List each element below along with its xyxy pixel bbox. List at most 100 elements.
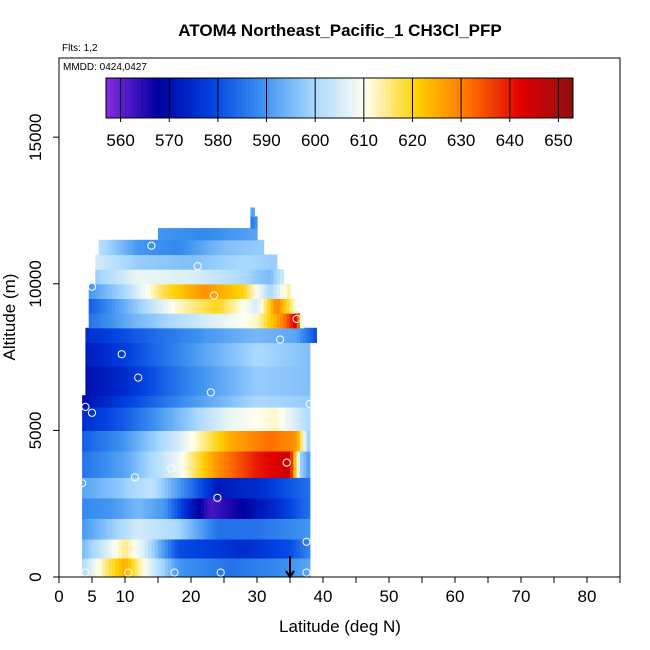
heatmap-cell [290,365,294,396]
heatmap-cell [200,538,205,559]
heatmap-cell [181,342,185,367]
heatmap-cell [250,327,255,344]
heatmap-cell [253,228,258,241]
heatmap-cell [270,557,275,577]
heatmap-cell [171,518,176,540]
heatmap-cell [161,477,166,499]
heatmap-cell [237,228,242,241]
colorbar-segment [117,78,123,118]
heatmap-cell [108,254,113,270]
heatmap-cell [247,283,251,300]
heatmap-cell [220,283,225,300]
heatmap-cell [82,477,86,499]
heatmap-cell [177,395,182,408]
heatmap-cell [118,298,123,314]
heatmap-cell [118,395,123,408]
heatmap-cell [164,283,169,300]
heatmap-cell [293,342,298,367]
heatmap-cell [121,406,126,431]
colorbar-segment [565,78,570,118]
heatmap-cell [210,228,215,241]
heatmap-cell [214,518,218,540]
heatmap-cell [214,450,218,478]
heatmap-cell [167,450,172,478]
heatmap-cell [88,450,93,478]
heatmap-cell [263,254,268,270]
heatmap-cell [243,477,248,499]
heatmap-cell [280,450,284,478]
colorbar-segment [397,78,403,118]
heatmap-cell [299,395,304,408]
heatmap-cell [115,395,119,408]
heatmap-cell [118,365,123,396]
heatmap-cell [181,430,185,452]
heatmap-cell [217,365,222,396]
heatmap-cell [237,430,242,452]
colorbar-segment [195,78,200,118]
heatmap-cell [306,518,311,540]
heatmap-cell [125,557,129,577]
heatmap-cell [164,298,169,314]
colorbar-tick-label: 590 [252,131,280,150]
heatmap-cell [280,395,284,408]
heatmap-cell [95,538,100,559]
heatmap-cell [276,430,281,452]
heatmap-cell [131,269,136,285]
heatmap-cell [108,313,113,329]
heatmap-cell [138,430,143,452]
heatmap-cell [82,406,86,431]
heatmap-cell [148,298,152,314]
heatmap-cell [95,450,100,478]
heatmap-cell [128,283,133,300]
heatmap-cell [240,477,245,499]
heatmap-cell [154,254,159,270]
heatmap-cell [88,538,93,559]
heatmap-cell [233,269,238,285]
heatmap-cell [108,557,113,577]
heatmap-cell [230,406,235,431]
heatmap-cell [207,327,212,344]
heatmap-cell [141,557,146,577]
colorbar-segment [300,78,305,118]
heatmap-cell [125,269,129,285]
heatmap-cell [88,497,93,519]
heatmap-cells [82,207,317,577]
heatmap-cell [85,557,90,577]
heatmap-cell [250,269,255,285]
heatmap-cell [167,298,172,314]
sample-point [216,568,225,577]
heatmap-cell [154,283,159,300]
heatmap-cell [227,365,232,396]
heatmap-cell [227,254,232,270]
heatmap-cell [276,365,281,396]
heatmap-cell [204,228,209,241]
heatmap-cell [204,406,209,431]
heatmap-cell [184,239,189,256]
heatmap-cell [197,254,202,270]
heatmap-cell [148,497,152,519]
heatmap-cell [237,313,242,329]
heatmap-cell [253,406,258,431]
sample-point [167,464,176,473]
sample-point [305,399,314,409]
heatmap-cell [181,497,185,519]
heatmap-cell [187,497,192,519]
heatmap-cell [224,538,228,559]
heatmap-cell [273,269,278,285]
heatmap-cell [181,313,185,329]
colorbar-segment [444,78,449,118]
heatmap-cell [273,327,278,344]
colorbar-segment [370,78,376,118]
heatmap-cell [92,406,96,431]
heatmap-cell [194,406,199,431]
heatmap-cell [194,254,199,270]
heatmap-cell [128,298,133,314]
heatmap-cell [184,254,189,270]
heatmap-cell [210,518,215,540]
heatmap-cell [214,342,218,367]
colorbar-segment [553,78,558,118]
heatmap-cell [95,283,100,300]
heatmap-cell [233,518,238,540]
colorbar-segment [425,78,430,118]
heatmap-cell [273,538,278,559]
